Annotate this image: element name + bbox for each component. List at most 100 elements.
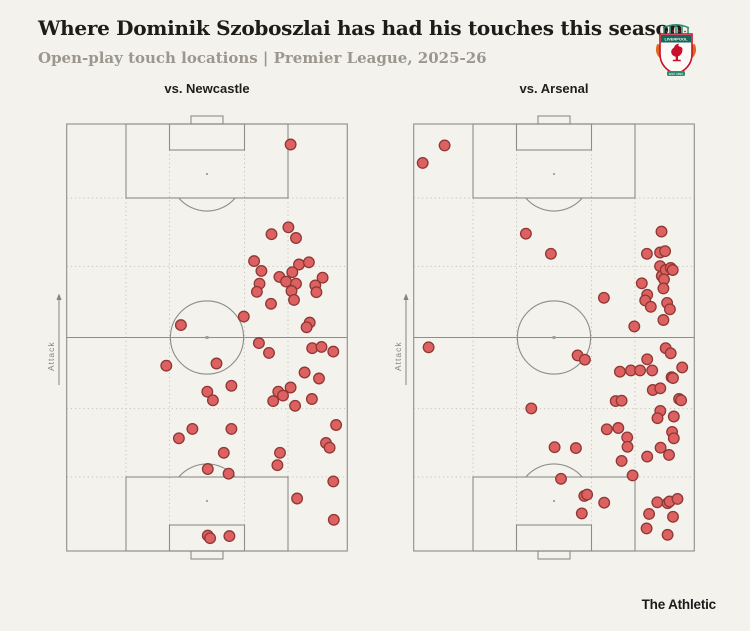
touch-dot <box>640 247 653 260</box>
touch-dot <box>626 469 639 482</box>
touch-dot <box>222 467 235 480</box>
touch-dot <box>274 446 286 459</box>
crest-gates-icon <box>662 24 690 34</box>
touch-dot <box>225 379 238 392</box>
touch-dot <box>666 264 679 276</box>
touch-dot <box>641 450 654 463</box>
touch-dot <box>263 346 275 359</box>
attack-arrowhead-icon <box>403 293 409 300</box>
touch-dot <box>206 394 219 407</box>
crest-est-text: EST·1892 <box>669 72 683 76</box>
touch-dot <box>664 347 677 360</box>
touch-dot <box>172 432 185 445</box>
touch-dot <box>667 372 679 385</box>
touch-dot <box>174 319 187 332</box>
touch-dot <box>654 441 667 454</box>
touch-dot <box>628 320 641 333</box>
touch-dot <box>655 225 668 238</box>
attack-arrowhead-icon <box>56 293 62 300</box>
touch-dot <box>640 522 653 535</box>
touch-dot <box>250 285 263 298</box>
page-subtitle: Open-play touch locations | Premier Leag… <box>38 49 487 67</box>
touch-dot <box>612 422 625 434</box>
touch-dot <box>277 389 289 402</box>
touch-dot <box>657 314 670 326</box>
touch-dot <box>327 345 340 358</box>
touch-dot <box>201 385 214 398</box>
touch-dot <box>237 310 250 323</box>
touch-dot <box>422 341 435 354</box>
pitch-title-arsenal: vs. Arsenal <box>519 81 589 96</box>
touch-dot <box>651 496 664 509</box>
touch-dot <box>657 282 670 295</box>
touch-dot <box>327 513 340 526</box>
page-title: Where Dominik Szoboszlai has had his tou… <box>38 16 683 40</box>
pitch-title-newcastle: vs. Newcastle <box>164 81 250 96</box>
touch-dot <box>265 297 277 310</box>
touch-dot <box>284 381 297 394</box>
touch-dot <box>646 364 659 377</box>
touch-dot <box>271 459 284 472</box>
pitch-chart-arsenal: Attack <box>393 115 695 560</box>
touch-dot <box>330 419 343 431</box>
touch-dot <box>643 507 656 520</box>
touch-dot <box>286 266 299 279</box>
touch-dot <box>217 446 230 459</box>
crest-scroll <box>667 71 685 76</box>
touch-dot <box>300 321 313 334</box>
touch-dot <box>186 422 199 435</box>
touch-dot <box>315 340 328 353</box>
touch-dot <box>651 412 664 425</box>
touch-dot <box>600 423 613 436</box>
touch-dot <box>282 221 295 234</box>
touch-dot <box>544 247 557 260</box>
touch-dot <box>291 492 304 505</box>
touch-dot <box>525 402 538 415</box>
touch-dot <box>313 372 325 385</box>
touch-dot <box>310 286 323 299</box>
touch-dot <box>659 245 672 258</box>
touch-dot <box>519 227 532 240</box>
touch-dot <box>160 359 173 372</box>
touch-dot <box>676 361 689 374</box>
touch-dot <box>667 410 680 423</box>
touch-dot <box>555 472 567 485</box>
touch-dot <box>288 293 300 306</box>
touch-dot <box>201 463 214 475</box>
touch-dot <box>581 488 594 501</box>
touch-dot <box>305 393 318 405</box>
touch-dot <box>438 139 451 152</box>
touch-dot <box>302 256 315 269</box>
touch-dot <box>548 441 561 454</box>
touch-dot <box>615 394 628 407</box>
touch-dot <box>298 366 311 379</box>
touch-dot <box>671 492 684 505</box>
touch-dot <box>252 337 265 350</box>
touch-dot <box>634 364 647 377</box>
touch-dot <box>204 532 217 545</box>
crest-liver-bird-icon <box>671 43 683 62</box>
touch-dot <box>210 357 223 370</box>
touch-dot <box>255 264 268 277</box>
pitch-chart-newcastle: Attack <box>46 115 348 560</box>
touch-dot <box>667 432 680 445</box>
liverpool-crest-logo: LIVERPOOL EST·1892 <box>655 24 697 76</box>
touch-dot <box>265 228 278 241</box>
touch-dot <box>663 303 676 316</box>
touch-dot <box>598 496 611 509</box>
touch-dot <box>613 365 626 378</box>
touch-dot <box>248 255 261 268</box>
touch-dot <box>641 353 654 366</box>
touch-dot <box>290 232 302 244</box>
attack-label: Attack <box>393 341 403 371</box>
touch-dot <box>327 475 340 488</box>
touch-dot <box>225 422 238 435</box>
touch-dot <box>615 454 628 467</box>
touch-dot <box>578 353 591 366</box>
touch-dot <box>621 440 634 453</box>
touch-dot <box>575 507 588 520</box>
the-athletic-wordmark: The Athletic <box>641 597 717 612</box>
touch-dot <box>644 300 657 313</box>
touch-dot <box>316 271 329 284</box>
